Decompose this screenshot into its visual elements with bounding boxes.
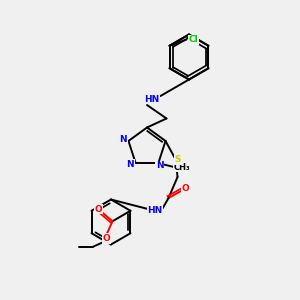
Text: S: S	[174, 155, 181, 164]
Text: HN: HN	[147, 206, 163, 215]
Text: CH₃: CH₃	[173, 163, 190, 172]
Text: N: N	[126, 160, 134, 169]
Text: N: N	[119, 135, 127, 144]
Text: Cl: Cl	[189, 35, 198, 44]
Text: O: O	[94, 205, 102, 214]
Text: O: O	[103, 234, 110, 243]
Text: O: O	[182, 184, 190, 193]
Text: N: N	[156, 161, 164, 170]
Text: HN: HN	[144, 94, 159, 103]
